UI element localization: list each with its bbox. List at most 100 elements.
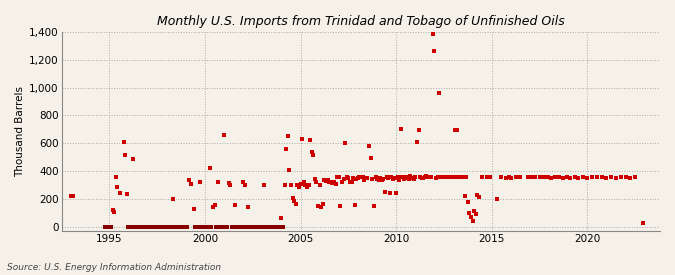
Point <box>276 216 287 220</box>
Point <box>453 175 464 179</box>
Point <box>405 174 416 178</box>
Point <box>421 174 432 178</box>
Point <box>315 183 325 187</box>
Point <box>196 224 207 229</box>
Point <box>179 224 190 229</box>
Point <box>325 180 336 184</box>
Point <box>270 224 281 229</box>
Point <box>448 175 459 179</box>
Point <box>298 180 309 185</box>
Point <box>171 224 182 229</box>
Point <box>582 175 593 180</box>
Point <box>281 147 292 151</box>
Point <box>165 224 176 229</box>
Point <box>601 176 612 180</box>
Point <box>201 224 212 229</box>
Point <box>365 155 376 160</box>
Point <box>515 175 526 180</box>
Point <box>329 179 340 184</box>
Point <box>321 178 331 183</box>
Point <box>352 176 363 180</box>
Point <box>360 176 371 180</box>
Point <box>257 224 268 229</box>
Point <box>454 175 465 179</box>
Point <box>174 224 185 229</box>
Point <box>118 140 129 145</box>
Point <box>155 224 166 229</box>
Point <box>294 185 304 189</box>
Point <box>330 182 341 186</box>
Point <box>427 32 438 36</box>
Point <box>300 183 310 187</box>
Point <box>200 224 211 229</box>
Point <box>176 224 186 229</box>
Point <box>148 224 159 229</box>
Point <box>259 183 269 187</box>
Point <box>322 178 333 183</box>
Point <box>232 224 242 229</box>
Point <box>545 175 556 180</box>
Point <box>140 224 151 229</box>
Point <box>268 224 279 229</box>
Point <box>172 224 183 229</box>
Point <box>385 191 396 195</box>
Point <box>227 224 238 229</box>
Point <box>630 175 641 180</box>
Point <box>295 182 306 186</box>
Point <box>122 192 132 196</box>
Point <box>228 224 239 229</box>
Point <box>222 224 233 229</box>
Point <box>263 224 274 229</box>
Point <box>456 175 467 179</box>
Point <box>477 175 487 180</box>
Point <box>400 175 411 179</box>
Point <box>373 178 384 182</box>
Point <box>474 195 485 199</box>
Point <box>178 224 188 229</box>
Point <box>408 177 419 181</box>
Point <box>160 224 171 229</box>
Point <box>429 49 440 53</box>
Point <box>529 175 540 179</box>
Point <box>472 193 483 197</box>
Point <box>193 224 204 229</box>
Point <box>596 175 607 179</box>
Point <box>452 128 462 132</box>
Point <box>215 224 226 229</box>
Point <box>572 176 583 180</box>
Point <box>340 141 350 145</box>
Point <box>242 205 253 209</box>
Point <box>485 175 495 180</box>
Point <box>370 175 381 179</box>
Point <box>506 176 516 180</box>
Point <box>461 175 472 179</box>
Point <box>240 183 250 187</box>
Point <box>526 175 537 179</box>
Point <box>120 153 131 157</box>
Point <box>316 205 327 209</box>
Point <box>134 224 145 229</box>
Point <box>105 224 116 229</box>
Point <box>133 224 144 229</box>
Point <box>131 224 142 229</box>
Point <box>209 203 220 207</box>
Point <box>157 224 167 229</box>
Point <box>625 175 636 180</box>
Point <box>337 180 348 184</box>
Point <box>163 224 173 229</box>
Point <box>399 177 410 181</box>
Point <box>496 175 507 179</box>
Point <box>523 175 534 179</box>
Point <box>128 156 138 161</box>
Text: Source: U.S. Energy Information Administration: Source: U.S. Energy Information Administ… <box>7 263 221 272</box>
Point <box>389 176 400 180</box>
Title: Monthly U.S. Imports from Trinidad and Tobago of Unfinished Oils: Monthly U.S. Imports from Trinidad and T… <box>157 15 565 28</box>
Point <box>359 178 370 182</box>
Point <box>161 224 172 229</box>
Point <box>236 224 247 229</box>
Point <box>375 176 385 180</box>
Point <box>260 224 271 229</box>
Point <box>372 177 383 182</box>
Point <box>302 185 313 189</box>
Point <box>378 177 389 181</box>
